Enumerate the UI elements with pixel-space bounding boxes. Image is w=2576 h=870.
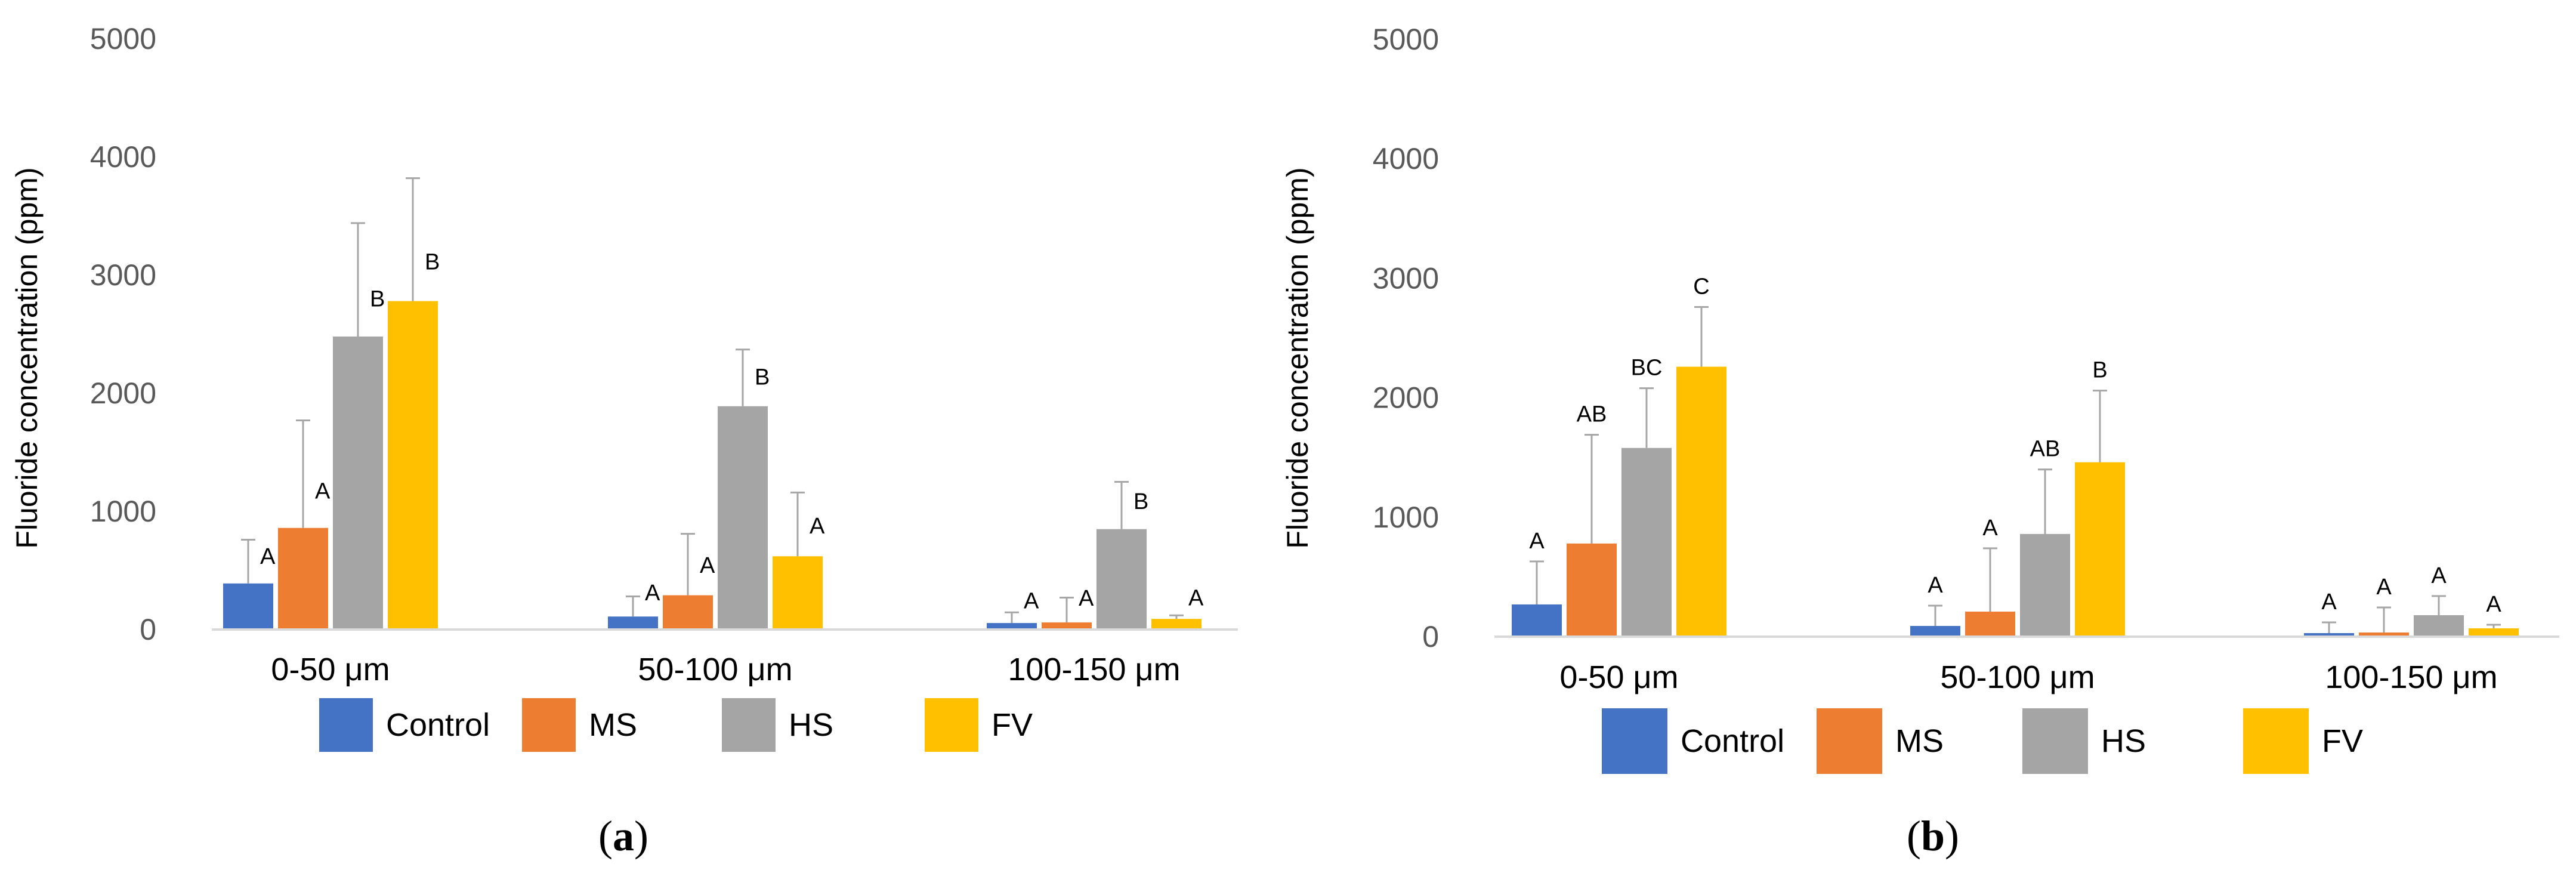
- x-tick-label: 50-100 μm: [638, 652, 792, 687]
- bar-control: [1512, 604, 1562, 637]
- y-tick-label: 0: [1422, 620, 1439, 653]
- legend-swatch-hs: [722, 698, 776, 752]
- significance-label: B: [1133, 489, 1148, 514]
- legend-label-control: Control: [1681, 723, 1784, 759]
- bar-fv: [2469, 628, 2519, 637]
- significance-label: B: [2092, 358, 2107, 383]
- chart-panel-b: 0 1000 2000 3000 4000 5000 Fluoride concentrat…: [1281, 23, 2559, 860]
- legend-swatch-control: [1602, 708, 1667, 774]
- bar-hs: [2414, 615, 2464, 637]
- significance-label: A: [1529, 529, 1545, 554]
- y-tick-label: 2000: [90, 377, 156, 410]
- x-tick-label: 100-150 μm: [1008, 652, 1180, 687]
- y-axis-label: Fluoride concentration (ppm): [1281, 167, 1314, 548]
- panel-label-letter: b: [1921, 812, 1945, 860]
- significance-label: A: [315, 479, 331, 504]
- y-tick-label: 4000: [1373, 142, 1439, 175]
- bar-ms: [278, 527, 328, 630]
- significance-label: A: [1982, 516, 1998, 541]
- bar-fv: [2075, 462, 2125, 637]
- significance-label: A: [2321, 590, 2337, 615]
- bar-ms: [2359, 632, 2409, 637]
- legend-swatch-fv: [925, 698, 978, 752]
- legend-swatch-control: [319, 698, 373, 752]
- legend-label-hs: HS: [789, 707, 833, 743]
- legend-label-ms: MS: [589, 707, 637, 743]
- significance-label: A: [260, 544, 276, 569]
- legend-label-ms: MS: [1895, 723, 1944, 759]
- bar-fv: [1151, 619, 1201, 630]
- panel-label-open: (: [1907, 812, 1921, 860]
- y-tick-label: 2000: [1373, 381, 1439, 415]
- x-tick-label: 0-50 μm: [1559, 659, 1678, 695]
- y-tick-label: 4000: [90, 140, 156, 174]
- y-tick-label: 1000: [90, 495, 156, 528]
- panel-label-close: ): [634, 812, 648, 860]
- legend-swatch-ms: [522, 698, 576, 752]
- significance-label: A: [1079, 586, 1094, 611]
- x-tick-label: 100-150 μm: [2325, 659, 2497, 695]
- significance-label: C: [1693, 274, 1709, 299]
- bar-fv: [388, 301, 438, 630]
- bar-control: [987, 623, 1037, 630]
- bar-ms: [1567, 543, 1617, 637]
- x-tick-label: 50-100 μm: [1940, 659, 2095, 695]
- significance-label: AB: [2030, 437, 2061, 462]
- y-tick-label: 5000: [90, 22, 156, 55]
- bar-hs: [333, 336, 383, 630]
- bar-ms: [1042, 622, 1092, 630]
- y-axis-label: Fluoride concentration (ppm): [10, 167, 44, 548]
- significance-label: A: [2486, 592, 2501, 617]
- bar-hs: [2020, 533, 2070, 637]
- panel-label: (b): [1907, 812, 1959, 860]
- y-tick-label: 5000: [1373, 23, 1439, 56]
- legend-label-fv: FV: [992, 707, 1033, 743]
- bar-control: [608, 616, 658, 630]
- significance-label: A: [700, 553, 715, 578]
- bar-hs: [1097, 529, 1147, 630]
- significance-label: A: [2431, 563, 2447, 588]
- y-tick-label: 3000: [90, 258, 156, 292]
- legend-label-control: Control: [386, 707, 490, 743]
- significance-label: B: [755, 365, 770, 390]
- bar-hs: [718, 406, 768, 630]
- panel-label: (a): [598, 812, 648, 860]
- bar-control: [2304, 633, 2354, 637]
- panel-label-open: (: [598, 812, 613, 860]
- significance-label: A: [1024, 588, 1039, 613]
- legend-label-fv: FV: [2322, 723, 2363, 759]
- bar-ms: [1965, 611, 2015, 637]
- y-tick-label: 1000: [1373, 501, 1439, 534]
- legend-swatch-ms: [1817, 708, 1882, 774]
- panel-label-letter: a: [613, 812, 634, 860]
- legend-label-hs: HS: [2101, 723, 2146, 759]
- panel-label-close: ): [1945, 812, 1959, 860]
- significance-label: A: [1928, 573, 1943, 598]
- significance-label: B: [425, 250, 440, 275]
- bar-control: [223, 583, 273, 630]
- significance-label: A: [1188, 585, 1204, 610]
- bar-hs: [1621, 448, 1672, 637]
- legend-swatch-hs: [2022, 708, 2088, 774]
- significance-label: A: [810, 514, 825, 539]
- significance-label: AB: [1577, 402, 1607, 427]
- bar-ms: [663, 595, 713, 630]
- significance-label: B: [370, 286, 385, 311]
- bar-fv: [1676, 366, 1726, 637]
- significance-label: BC: [1631, 356, 1663, 381]
- chart-panel-a: 0 1000 2000 3000 4000 5000 Fluoride concentrat…: [10, 22, 1238, 860]
- bar-fv: [773, 556, 823, 630]
- y-tick-label: 0: [140, 613, 156, 646]
- legend-swatch-fv: [2243, 708, 2309, 774]
- significance-label: A: [645, 581, 660, 606]
- x-tick-label: 0-50 μm: [271, 652, 390, 687]
- y-tick-label: 3000: [1373, 261, 1439, 295]
- significance-label: A: [2376, 575, 2392, 600]
- bar-control: [1910, 625, 1960, 637]
